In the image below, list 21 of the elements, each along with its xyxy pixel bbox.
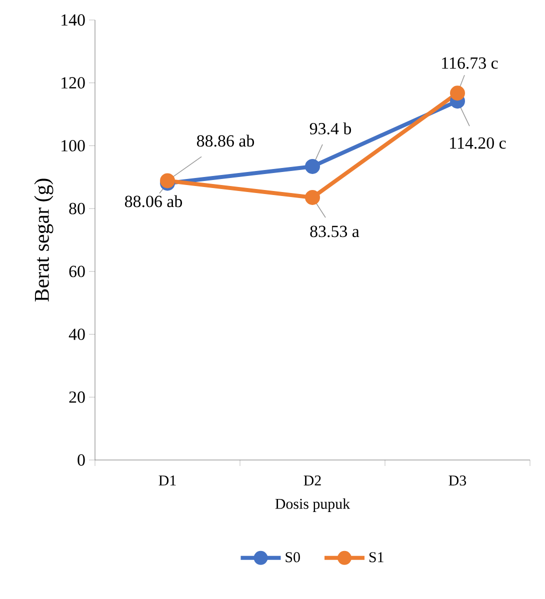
y-tick-label: 140 bbox=[62, 14, 85, 26]
x-axis-title: Dosis pupuk bbox=[275, 498, 350, 512]
data-label: 93.4 b bbox=[310, 122, 352, 134]
y-tick-label: 60 bbox=[69, 266, 85, 278]
y-tick-label: 80 bbox=[69, 202, 85, 214]
data-label: 88.86 ab bbox=[196, 134, 254, 147]
data-label: 114.20 c bbox=[450, 137, 506, 149]
y-tick-label: 100 bbox=[62, 140, 85, 152]
x-tick-label: D1 bbox=[158, 476, 176, 486]
legend-label: S1 bbox=[369, 552, 384, 562]
data-label: 88.06 ab bbox=[124, 195, 182, 208]
legend-label: S0 bbox=[286, 552, 300, 562]
y-tick-label: 20 bbox=[69, 391, 85, 403]
data-label: 116.73 c bbox=[442, 57, 498, 69]
y-axis-title: Berat segar (g) bbox=[34, 178, 54, 302]
y-tick-label: 120 bbox=[62, 77, 85, 89]
y-tick-label: 40 bbox=[68, 328, 85, 340]
x-tick-label: D3 bbox=[448, 476, 466, 486]
data-label: 83.53 a bbox=[310, 226, 360, 238]
y-tick-label: 0 bbox=[78, 454, 85, 466]
x-tick-label: D2 bbox=[304, 476, 321, 486]
